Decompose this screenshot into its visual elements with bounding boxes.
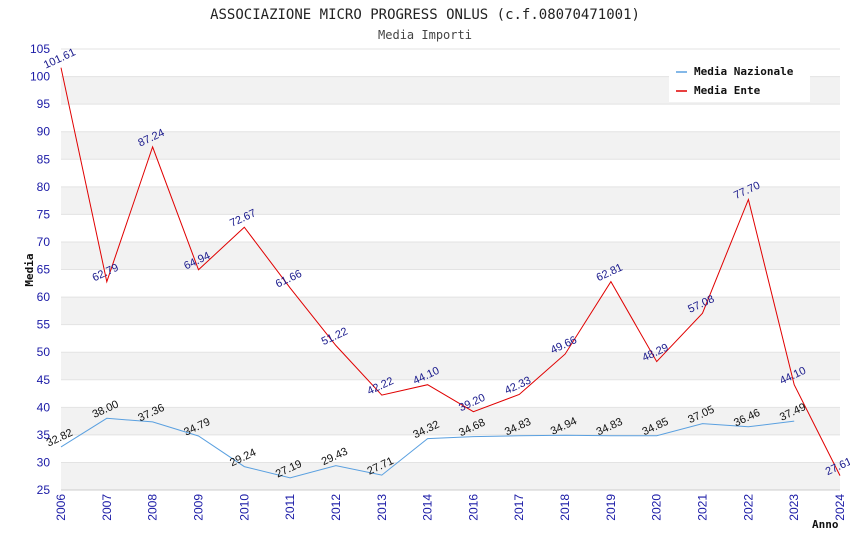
grid-band — [61, 104, 840, 132]
y-tick-label: 105 — [30, 42, 50, 56]
x-tick-label: 2010 — [237, 494, 251, 521]
grid-band — [61, 269, 840, 298]
y-tick-label: 50 — [37, 345, 51, 359]
x-tick-label: 2018 — [558, 494, 572, 521]
legend-label-ente: Media Ente — [694, 84, 761, 97]
grid-band — [61, 159, 840, 187]
series-line-nazionale — [60, 417, 795, 479]
series-line-ente — [60, 67, 841, 476]
series-lines — [60, 67, 841, 479]
legend: Media Nazionale Media Ente — [669, 60, 810, 102]
grid-band — [61, 186, 840, 215]
y-tick-label: 35 — [37, 428, 51, 442]
legend-box — [669, 60, 810, 102]
grid-band — [61, 352, 840, 380]
y-tick-label: 65 — [37, 263, 51, 277]
y-tick-label: 95 — [37, 97, 51, 111]
x-tick-label: 2006 — [54, 494, 68, 521]
x-tick-label: 2013 — [375, 494, 389, 521]
x-tick-label: 2011 — [283, 494, 297, 520]
grid-band — [61, 131, 840, 160]
x-tick-label: 2014 — [421, 494, 435, 521]
x-tick-label: 2024 — [833, 494, 847, 521]
x-tick-label: 2021 — [696, 494, 710, 521]
x-tick-label: 2017 — [512, 494, 526, 521]
y-tick-label: 70 — [37, 235, 51, 249]
x-axis-label: Anno — [812, 518, 839, 531]
y-axis-label: Media — [23, 253, 36, 286]
x-tick-label: 2008 — [146, 494, 160, 521]
grid-band — [61, 297, 840, 325]
grid-bands — [61, 49, 840, 490]
chart-subtitle: Media Importi — [378, 28, 472, 42]
x-tick-label: 2009 — [191, 494, 205, 521]
y-tick-label: 75 — [37, 207, 51, 221]
x-tick-labels: 2006 2007 2008 2009 2010 2011 2012 2013 2014 2016… — [54, 494, 847, 521]
x-tick-label: 2007 — [100, 494, 114, 521]
grid-band — [61, 214, 840, 242]
y-tick-labels: 25 30 35 40 45 50 55 60 65 70 75 80 85 90 95 100 105 — [30, 42, 50, 497]
legend-label-nazionale: Media Nazionale — [694, 65, 794, 78]
chart-title: ASSOCIAZIONE MICRO PROGRESS ONLUS (c.f.0… — [210, 7, 640, 23]
x-tick-label: 2022 — [741, 494, 755, 521]
grid-band — [61, 241, 840, 270]
x-tick-label: 2012 — [329, 494, 343, 521]
y-tick-label: 45 — [37, 373, 51, 387]
grid-band — [61, 462, 840, 490]
grid-band — [61, 434, 840, 463]
y-tick-label: 100 — [30, 70, 50, 84]
y-tick-label: 90 — [37, 125, 51, 139]
y-tick-label: 25 — [37, 483, 51, 497]
grid-band — [61, 379, 840, 408]
grid-band — [61, 407, 840, 435]
grid-band — [61, 324, 840, 353]
y-tick-label: 40 — [37, 400, 51, 414]
y-tick-label: 30 — [37, 455, 51, 469]
grid-lines — [61, 48, 840, 491]
x-tick-label: 2023 — [787, 494, 801, 521]
y-tick-label: 55 — [37, 318, 51, 332]
y-tick-label: 85 — [37, 152, 51, 166]
x-tick-label: 2016 — [466, 494, 480, 521]
y-tick-label: 80 — [37, 180, 51, 194]
x-tick-label: 2020 — [650, 494, 664, 521]
y-tick-label: 60 — [37, 290, 51, 304]
x-tick-label: 2019 — [604, 494, 618, 521]
